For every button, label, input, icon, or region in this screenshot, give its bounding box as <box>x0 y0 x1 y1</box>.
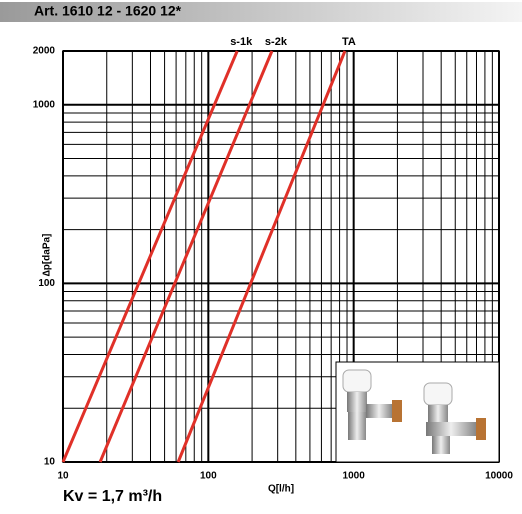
plot-frame <box>62 50 500 463</box>
kv-annotation: Kv = 1,7 m³/h <box>63 488 162 505</box>
y-axis-label: ∆p[daPa] <box>42 234 53 277</box>
x-tick-label: 100 <box>200 471 217 482</box>
y-tick-label: 1000 <box>33 99 56 110</box>
series-label: s-1k <box>230 36 253 48</box>
header-bar <box>0 2 522 22</box>
x-tick-label: 10 <box>57 471 69 482</box>
y-tick-label: 10 <box>44 457 56 468</box>
x-tick-label: 1000 <box>343 471 366 482</box>
y-tick-label: 100 <box>38 278 55 289</box>
series-line <box>61 50 239 463</box>
series-label: TA <box>342 36 356 48</box>
x-tick-label: 10000 <box>485 471 513 482</box>
y-tick-label: 2000 <box>33 46 56 57</box>
product-photo <box>335 361 500 463</box>
x-axis-label: Q[l/h] <box>268 484 294 495</box>
series-label: s-2k <box>265 36 288 48</box>
series-line <box>98 50 274 463</box>
series-line <box>176 50 347 463</box>
header-title: Art. 1610 12 - 1620 12* <box>34 3 182 19</box>
